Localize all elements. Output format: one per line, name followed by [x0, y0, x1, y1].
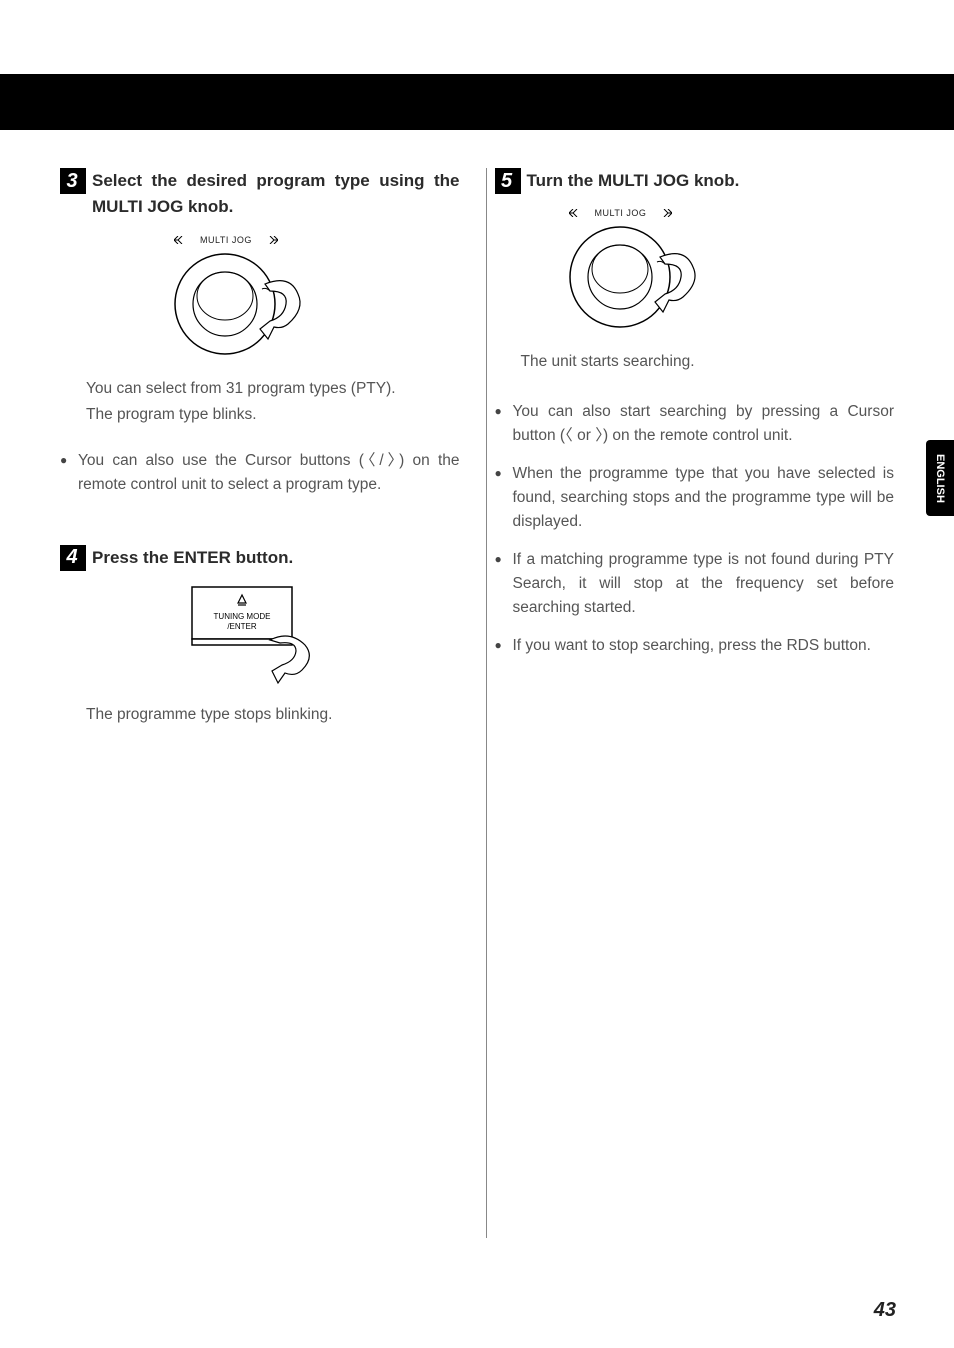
bullet-icon: ● — [495, 400, 513, 448]
step-4-number: 4 — [60, 545, 86, 571]
manual-page: ENGLISH 43 3 Select the desired program … — [0, 0, 954, 1348]
step-3-bullet-text: You can also use the Cursor buttons (〈/〉… — [78, 449, 460, 497]
step-3-text-1: You can select from 31 program types (PT… — [86, 377, 460, 401]
step-3-number: 3 — [60, 168, 86, 194]
step-4-title: Press the ENTER button. — [92, 545, 293, 571]
jog-knob-svg-2 — [565, 222, 715, 332]
knob-label-text-1: MULTI JOG — [200, 235, 252, 245]
step-5-text: The unit starts searching. — [521, 350, 895, 374]
step-5-bullet-1-text: You can also start searching by pressing… — [513, 400, 895, 448]
right-column: 5 Turn the MULTI JOG knob. MULTI JOG The — [495, 168, 895, 1238]
step-5-bullet-1: ● You can also start searching by pressi… — [495, 400, 895, 448]
step-5-bullet-4: ● If you want to stop searching, press t… — [495, 634, 895, 658]
left-column: 3 Select the desired program type using … — [60, 168, 460, 1238]
multi-jog-label-2: MULTI JOG — [569, 208, 895, 218]
step-4-heading: 4 Press the ENTER button. — [60, 545, 460, 571]
multi-jog-illustration-1: MULTI JOG — [170, 235, 460, 359]
page-number: 43 — [874, 1299, 896, 1322]
bullet-icon: ● — [495, 548, 513, 620]
step-5-bullet-2-text: When the programme type that you have se… — [513, 462, 895, 534]
step-4-text: The programme type stops blinking. — [86, 703, 460, 727]
step-5-bullet-2: ● When the programme type that you have … — [495, 462, 895, 534]
bullet-icon: ● — [495, 634, 513, 658]
column-divider — [486, 168, 487, 1238]
step-3-heading: 3 Select the desired program type using … — [60, 168, 460, 221]
step-5-heading: 5 Turn the MULTI JOG knob. — [495, 168, 895, 194]
jog-knob-svg-1 — [170, 249, 320, 359]
content-columns: 3 Select the desired program type using … — [60, 168, 894, 1238]
step-3-title: Select the desired program type using th… — [92, 168, 460, 221]
header-black-bar — [0, 74, 954, 130]
language-tab: ENGLISH — [926, 440, 954, 516]
step-3-bullet: ● You can also use the Cursor buttons (〈… — [60, 449, 460, 497]
multi-jog-illustration-2: MULTI JOG — [565, 208, 895, 332]
step-5-bullet-4-text: If you want to stop searching, press the… — [513, 634, 895, 658]
step-5-title: Turn the MULTI JOG knob. — [527, 168, 740, 194]
step-5-bullet-3: ● If a matching programme type is not fo… — [495, 548, 895, 620]
bullet-icon: ● — [60, 449, 78, 497]
step-3-text-2: The program type blinks. — [86, 403, 460, 427]
knob-label-text-2: MULTI JOG — [595, 208, 647, 218]
enter-button-illustration: TUNING MODE /ENTER — [190, 585, 460, 685]
step-5-bullet-3-text: If a matching programme type is not foun… — [513, 548, 895, 620]
bullet-icon: ● — [495, 462, 513, 534]
svg-text:/ENTER: /ENTER — [227, 622, 257, 631]
multi-jog-label-1: MULTI JOG — [174, 235, 460, 245]
svg-text:TUNING MODE: TUNING MODE — [214, 612, 271, 621]
step-5-number: 5 — [495, 168, 521, 194]
